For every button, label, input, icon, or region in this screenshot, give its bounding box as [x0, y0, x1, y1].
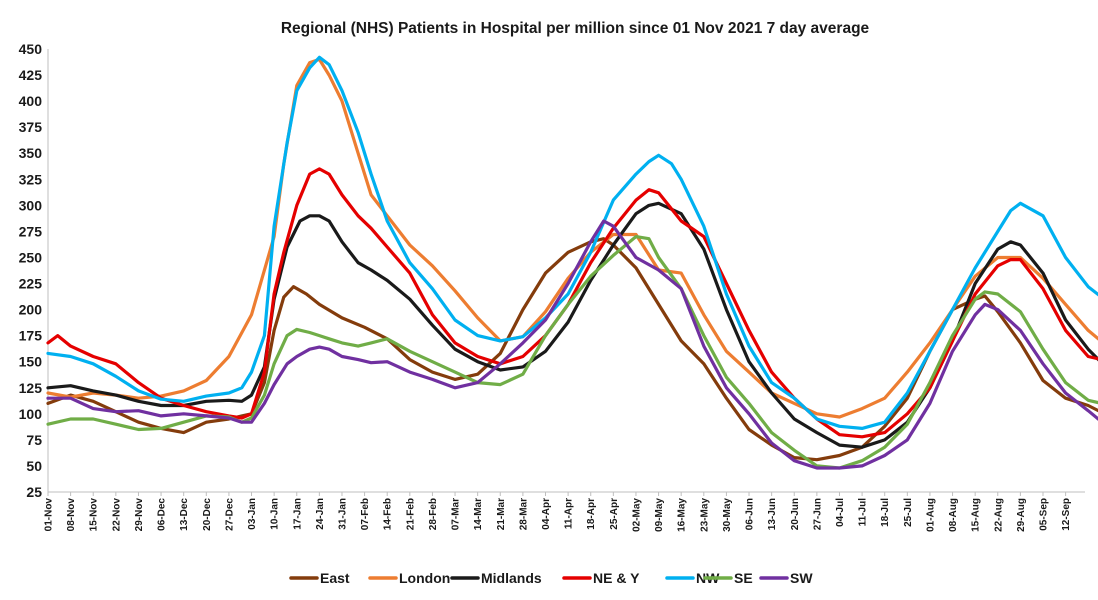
x-tick-label: 29-Aug: [1016, 498, 1027, 532]
y-tick-label: 125: [19, 380, 43, 396]
x-tick-label: 20-Jun: [790, 498, 801, 530]
y-tick-label: 50: [26, 458, 42, 474]
x-tick-label: 21-Feb: [405, 498, 416, 530]
x-tick-label: 23-May: [699, 498, 710, 532]
x-tick-label: 31-Jan: [337, 498, 348, 530]
x-tick-label: 05-Sep: [1039, 498, 1050, 531]
x-tick-label: 20-Dec: [202, 498, 213, 531]
x-tick-label: 18-Apr: [586, 498, 597, 530]
legend-label: SE: [734, 570, 753, 586]
y-tick-label: 275: [19, 223, 43, 239]
x-tick-label: 14-Mar: [473, 498, 484, 530]
y-tick-label: 25: [26, 484, 42, 500]
x-tick-label: 22-Nov: [111, 498, 122, 532]
x-tick-label: 08-Aug: [948, 498, 959, 532]
y-tick-label: 225: [19, 276, 43, 292]
x-tick-label: 13-Jun: [767, 498, 778, 530]
x-tick-label: 07-Feb: [360, 498, 371, 530]
y-tick-label: 425: [19, 67, 43, 83]
x-tick-label: 15-Nov: [89, 498, 100, 532]
x-tick-label: 17-Jan: [292, 498, 303, 530]
series-line-se: [46, 235, 1098, 470]
x-tick-label: 13-Dec: [179, 498, 190, 531]
y-tick-label: 350: [19, 145, 43, 161]
x-tick-label: 11-Apr: [564, 498, 575, 529]
x-tick-label: 12-Sep: [1061, 498, 1072, 531]
x-tick-label: 18-Jul: [880, 498, 891, 527]
x-axis: 01-Nov 08-Nov 15-Nov 22-Nov 29-Nov 06-Dec 13-D…: [44, 491, 1085, 532]
y-tick-label: 100: [19, 406, 43, 422]
y-tick-label: 300: [19, 197, 43, 213]
legend-item-london: London: [368, 570, 450, 586]
y-tick-label: 175: [19, 328, 43, 344]
y-tick-label: 375: [19, 119, 43, 135]
x-tick-label: 29-Nov: [134, 498, 145, 532]
legend-label: SW: [790, 570, 813, 586]
x-tick-label: 30-May: [722, 498, 733, 532]
x-tick-label: 06-Dec: [157, 498, 168, 531]
legend-label: London: [399, 570, 450, 586]
x-tick-label: 28-Feb: [428, 498, 439, 530]
legend-item-midlands: Midlands: [450, 570, 542, 586]
legend-label: NE & Y: [593, 570, 640, 586]
legend-item-east: East: [289, 570, 350, 586]
x-tick-label: 01-Aug: [925, 498, 936, 532]
x-tick-label: 21-Mar: [496, 498, 507, 530]
chart-title: Regional (NHS) Patients in Hospital per …: [281, 20, 870, 37]
x-tick-label: 01-Nov: [44, 498, 55, 532]
y-tick-label: 400: [19, 93, 43, 109]
series-layer: [46, 55, 1098, 470]
x-tick-label: 07-Mar: [451, 498, 462, 530]
series-line-midlands: [46, 201, 1098, 449]
x-tick-label: 27-Dec: [224, 498, 235, 531]
legend-label: East: [320, 570, 350, 586]
x-tick-label: 04-Jul: [835, 498, 846, 527]
x-tick-label: 03-Jan: [247, 498, 258, 530]
x-tick-label: 14-Feb: [383, 498, 394, 530]
legend-item-sw: SW: [759, 570, 813, 586]
y-tick-label: 450: [19, 41, 43, 57]
y-tick-label: 250: [19, 249, 43, 265]
y-axis: 25 50 75 100 125 150 175 200 225 250 275 300 325 350 3…: [19, 41, 49, 500]
x-tick-label: 10-Jan: [270, 498, 281, 530]
x-tick-label: 28-Mar: [518, 498, 529, 530]
x-tick-label: 15-Aug: [971, 498, 982, 532]
x-tick-label: 22-Aug: [993, 498, 1004, 532]
legend-label: Midlands: [481, 570, 542, 586]
y-tick-label: 200: [19, 302, 43, 318]
x-tick-label: 11-Jul: [858, 498, 869, 527]
x-tick-label: 25-Apr: [609, 498, 620, 530]
y-tick-label: 325: [19, 171, 43, 187]
x-tick-label: 24-Jan: [315, 498, 326, 530]
legend-item-se: SE: [703, 570, 753, 586]
legend: East London Midlands NE & Y NW SE SW: [289, 570, 813, 586]
y-tick-label: 150: [19, 354, 43, 370]
x-tick-label: 02-May: [631, 498, 642, 532]
series-line-sw: [46, 219, 1098, 470]
legend-item-ne-y: NE & Y: [562, 570, 640, 586]
x-tick-label: 06-Jun: [745, 498, 756, 530]
x-tick-label: 16-May: [677, 498, 688, 532]
y-tick-label: 75: [26, 432, 42, 448]
x-tick-label: 25-Jul: [903, 498, 914, 527]
x-tick-label: 09-May: [654, 498, 665, 532]
x-tick-label: 08-Nov: [66, 498, 77, 532]
x-tick-label: 04-Apr: [541, 498, 552, 530]
x-tick-label: 27-Jun: [812, 498, 823, 530]
